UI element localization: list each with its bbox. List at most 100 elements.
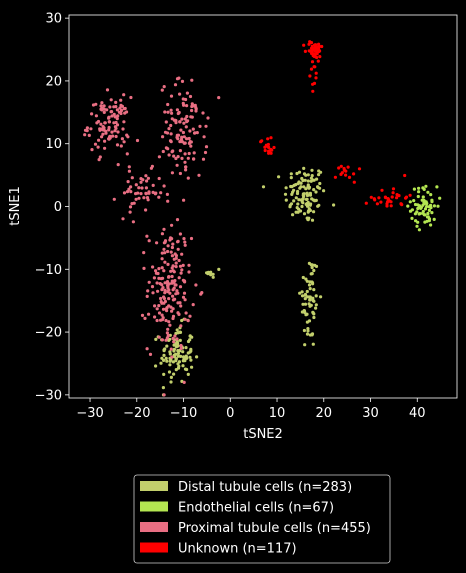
data-point bbox=[173, 334, 177, 338]
data-point bbox=[169, 108, 173, 112]
data-point bbox=[337, 166, 341, 170]
data-point bbox=[188, 314, 192, 318]
data-point bbox=[317, 46, 321, 50]
data-point bbox=[305, 197, 309, 201]
data-point bbox=[89, 127, 93, 131]
data-point bbox=[175, 328, 179, 332]
data-point bbox=[178, 149, 182, 153]
data-point bbox=[142, 196, 146, 200]
data-point bbox=[170, 171, 174, 175]
data-point bbox=[186, 372, 190, 376]
data-point bbox=[139, 177, 143, 181]
data-point bbox=[137, 196, 141, 200]
data-point bbox=[140, 313, 145, 317]
data-point bbox=[183, 243, 187, 247]
data-point bbox=[182, 357, 186, 361]
data-point bbox=[157, 195, 161, 199]
data-point bbox=[162, 85, 166, 89]
data-point bbox=[184, 311, 188, 315]
data-point bbox=[187, 136, 191, 141]
data-point bbox=[422, 198, 426, 202]
data-point bbox=[160, 257, 164, 261]
data-point bbox=[194, 283, 198, 287]
data-point bbox=[172, 270, 176, 274]
data-point bbox=[101, 132, 105, 136]
data-point bbox=[314, 71, 318, 75]
data-point bbox=[312, 315, 316, 320]
data-point bbox=[303, 302, 308, 306]
data-point bbox=[297, 170, 302, 174]
data-point bbox=[195, 355, 199, 359]
data-point bbox=[179, 271, 183, 275]
data-point bbox=[126, 135, 130, 139]
data-point bbox=[147, 280, 151, 284]
data-point bbox=[168, 236, 173, 240]
data-point bbox=[167, 370, 172, 374]
data-point bbox=[320, 44, 324, 49]
data-point bbox=[432, 204, 436, 208]
data-point bbox=[344, 169, 348, 173]
data-point bbox=[181, 364, 185, 368]
data-point bbox=[171, 294, 175, 298]
data-point bbox=[298, 291, 302, 295]
data-point bbox=[300, 198, 304, 202]
data-point bbox=[170, 309, 174, 313]
data-point bbox=[145, 347, 149, 351]
legend-label: Endothelial cells (n=67) bbox=[178, 501, 334, 516]
data-point bbox=[166, 147, 170, 151]
data-point bbox=[182, 135, 186, 139]
data-point bbox=[174, 261, 178, 265]
data-point bbox=[119, 144, 123, 148]
data-point bbox=[425, 204, 429, 209]
data-point bbox=[176, 362, 180, 366]
data-point bbox=[90, 148, 94, 152]
data-point bbox=[165, 359, 169, 363]
data-point bbox=[95, 121, 99, 125]
data-point bbox=[179, 354, 183, 358]
data-point bbox=[417, 186, 421, 190]
data-point bbox=[203, 150, 208, 155]
data-point bbox=[163, 347, 167, 351]
data-point bbox=[144, 174, 148, 178]
data-point bbox=[181, 295, 186, 299]
data-point bbox=[342, 166, 346, 171]
data-point bbox=[165, 336, 169, 340]
data-point bbox=[162, 372, 166, 376]
data-point bbox=[310, 174, 314, 178]
data-point bbox=[174, 265, 178, 269]
data-point bbox=[303, 297, 307, 301]
data-point bbox=[121, 127, 125, 131]
data-point bbox=[308, 40, 312, 44]
data-point bbox=[319, 295, 323, 299]
data-point bbox=[151, 190, 155, 194]
data-point bbox=[217, 267, 221, 271]
data-point bbox=[155, 241, 159, 245]
data-point bbox=[121, 217, 125, 221]
data-point bbox=[189, 349, 193, 353]
data-point bbox=[119, 98, 123, 102]
data-point bbox=[174, 345, 179, 349]
data-point bbox=[430, 211, 434, 215]
data-point bbox=[197, 173, 201, 177]
data-point bbox=[161, 386, 165, 390]
x-tick-label: 0 bbox=[226, 406, 234, 421]
data-point bbox=[304, 173, 308, 177]
data-point bbox=[169, 375, 173, 379]
data-point bbox=[105, 108, 109, 112]
data-point bbox=[309, 303, 313, 307]
data-point bbox=[112, 121, 116, 125]
data-point bbox=[94, 102, 98, 106]
data-point bbox=[185, 104, 189, 108]
data-point bbox=[309, 67, 314, 71]
data-point bbox=[175, 163, 179, 167]
data-point bbox=[100, 106, 104, 111]
data-point bbox=[261, 185, 266, 189]
y-tick-label: 10 bbox=[45, 137, 62, 152]
data-point bbox=[107, 115, 111, 119]
data-point bbox=[185, 114, 189, 119]
data-point bbox=[183, 160, 187, 164]
x-tick-label: 30 bbox=[362, 406, 379, 421]
data-point bbox=[123, 106, 127, 111]
data-point bbox=[99, 104, 103, 108]
data-point bbox=[129, 190, 133, 194]
